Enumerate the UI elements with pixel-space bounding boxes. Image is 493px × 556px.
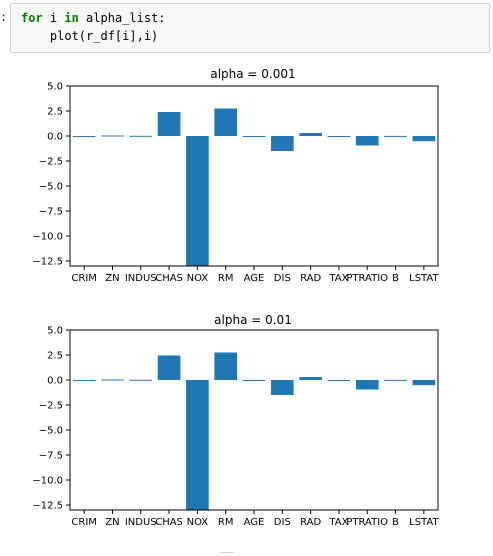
x-tick-label-b: B xyxy=(392,517,399,528)
x-tick-label-rm: RM xyxy=(218,517,234,528)
y-tick-label: 2.5 xyxy=(47,107,63,118)
cell-prompt: : xyxy=(0,10,8,24)
bar-chart-2: alpha = 0.01 5.0 2.5 0.0 −2.5 −5.0 −7.5 −10.0 −… xyxy=(0,306,493,536)
bar-nox xyxy=(186,380,209,510)
bar-chart-1: alpha = 0.001 5.0 2.5 0.0 −2.5 −5.0 −7.5 −10.0… xyxy=(0,62,493,292)
bar-dis xyxy=(270,136,294,151)
bar-indus xyxy=(129,135,153,137)
x-tick-label-nox: NOX xyxy=(187,273,209,284)
bar-rad xyxy=(299,377,322,380)
axes-frame xyxy=(69,85,439,267)
bars xyxy=(72,352,436,510)
y-tick-label: −2.5 xyxy=(39,401,63,412)
x-tick-label-crim: CRIM xyxy=(71,517,97,528)
bar-chart-1-svg: alpha = 0.001 5.0 2.5 0.0 −2.5 −5.0 −7.5 −10.0… xyxy=(32,67,439,284)
x-tick-label-b: B xyxy=(392,273,399,284)
y-tick-label: 0.0 xyxy=(47,376,63,387)
x-tick-label-ptratio: PTRATIO xyxy=(346,517,388,528)
x-tick-label-chas: CHAS xyxy=(155,517,183,528)
x-tick-label-ptratio: PTRATIO xyxy=(346,273,388,284)
bar-dis xyxy=(270,380,294,395)
bars xyxy=(72,108,436,266)
y-tick-label: −12.5 xyxy=(32,501,63,512)
loop-iterable: alpha_list: xyxy=(78,11,166,25)
y-tick-label: −2.5 xyxy=(39,157,63,168)
y-tick-label: −10.0 xyxy=(32,232,63,243)
loop-variable: i xyxy=(42,11,65,25)
output-scroll-marker xyxy=(220,552,234,553)
bar-crim xyxy=(72,380,96,381)
bar-lstat xyxy=(412,136,436,142)
bar-rm xyxy=(214,352,238,380)
y-tick-label: 0.0 xyxy=(47,132,63,143)
x-tick-label-indus: INDUS xyxy=(125,517,157,528)
bar-indus xyxy=(129,379,153,381)
y-axis: 5.0 2.5 0.0 −2.5 −5.0 −7.5 −10.0 −12.5 xyxy=(32,326,70,512)
x-tick-label-lstat: LSTAT xyxy=(409,517,439,528)
x-tick-label-indus: INDUS xyxy=(125,273,157,284)
x-tick-label-rm: RM xyxy=(218,273,234,284)
x-tick-label-rad: RAD xyxy=(300,273,321,284)
bar-rm xyxy=(214,108,238,136)
y-tick-label: 5.0 xyxy=(47,82,63,93)
bar-tax xyxy=(327,136,351,137)
bar-age xyxy=(242,380,266,381)
y-tick-label: −10.0 xyxy=(32,476,63,487)
bar-b xyxy=(384,379,407,381)
bar-chas xyxy=(157,112,181,136)
code-line-1[interactable]: for i in alpha_list: xyxy=(21,11,166,25)
keyword-in: in xyxy=(64,11,79,25)
x-tick-label-zn: ZN xyxy=(105,273,119,284)
bar-zn xyxy=(101,135,124,137)
bar-crim xyxy=(72,136,96,137)
keyword-for: for xyxy=(21,11,43,25)
y-tick-label: −5.0 xyxy=(39,426,63,437)
bar-zn xyxy=(101,379,124,381)
x-tick-label-dis: DIS xyxy=(274,517,291,528)
x-tick-label-tax: TAX xyxy=(328,517,348,528)
bar-b xyxy=(384,135,407,137)
x-tick-label-lstat: LSTAT xyxy=(409,273,439,284)
chart-title: alpha = 0.001 xyxy=(210,67,295,81)
x-tick-label-zn: ZN xyxy=(105,517,119,528)
x-tick-label-tax: TAX xyxy=(328,273,348,284)
code-cell[interactable]: for i in alpha_list: plot(r_df[i],i) xyxy=(10,3,490,53)
bar-chas xyxy=(157,355,181,380)
x-tick-label-age: AGE xyxy=(244,517,265,528)
axes-frame xyxy=(69,329,439,511)
chart-title: alpha = 0.01 xyxy=(214,313,292,327)
bar-chart-2-svg: alpha = 0.01 5.0 2.5 0.0 −2.5 −5.0 −7.5 −10.0 −… xyxy=(32,313,439,528)
x-tick-label-nox: NOX xyxy=(187,517,209,528)
x-tick-label-dis: DIS xyxy=(274,273,291,284)
y-tick-label: −7.5 xyxy=(39,207,63,218)
bar-nox xyxy=(186,136,209,266)
bar-ptratio xyxy=(355,380,379,390)
y-tick-label: −12.5 xyxy=(32,257,63,268)
x-tick-label-chas: CHAS xyxy=(155,273,183,284)
bar-rad xyxy=(299,133,322,136)
x-tick-label-age: AGE xyxy=(244,273,265,284)
y-tick-label: −5.0 xyxy=(39,182,63,193)
x-tick-label-crim: CRIM xyxy=(71,273,97,284)
code-line-2[interactable]: plot(r_df[i],i) xyxy=(21,29,159,43)
bar-tax xyxy=(327,380,351,381)
x-tick-label-rad: RAD xyxy=(300,517,321,528)
bar-lstat xyxy=(412,380,436,386)
y-tick-label: 2.5 xyxy=(47,351,63,362)
y-tick-label: −7.5 xyxy=(39,451,63,462)
bar-ptratio xyxy=(355,136,379,146)
bar-age xyxy=(242,136,266,137)
y-axis: 5.0 2.5 0.0 −2.5 −5.0 −7.5 −10.0 −12.5 xyxy=(32,82,70,268)
y-tick-label: 5.0 xyxy=(47,326,63,337)
